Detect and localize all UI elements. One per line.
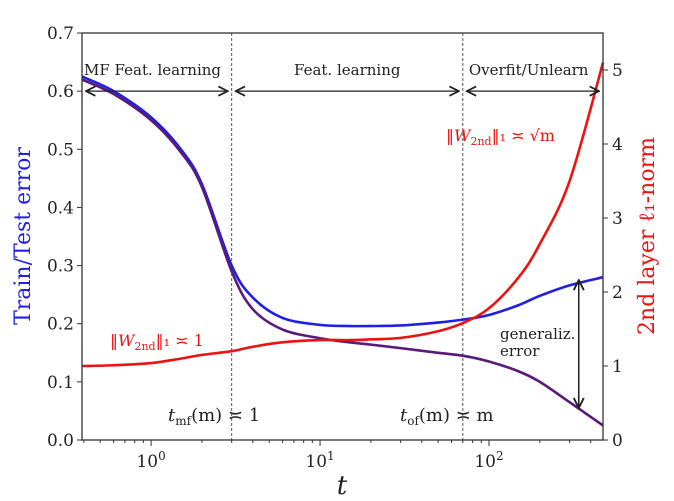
regions-layer: MF Feat. learning Feat. learning Overfit/U… [84,61,599,91]
y-tick-label-right: 5 [612,61,623,81]
y-tick-label-left: 0.7 [47,24,74,44]
series-line-test-error [81,75,604,328]
y-tick-label-left: 0.2 [47,315,74,335]
region-label: Overfit/Unlearn [469,61,589,79]
plot-frame [81,32,604,441]
series-line-train-error [81,78,604,427]
y-tick-label-right: 0 [612,431,623,451]
y-tick-label-right: 3 [612,209,623,229]
annotation-norm-low: ‖W2nd‖₁ ≍ 1 [110,331,204,353]
annotation-generalization-line2: error [500,342,540,360]
region-dividers [231,33,464,440]
y-tick-label-right: 2 [612,283,623,303]
annotation-t-mf: tmf(m) ≍ 1 [168,405,260,428]
series-line-2nd-layer-l1-norm [81,62,605,368]
y-tick-label-left: 0.3 [47,257,74,277]
y-axis-label-left: Train/Test error [11,147,36,325]
y-tick-label-left: 0.5 [47,140,74,160]
y-tick-label-left: 0.1 [47,373,74,393]
y-tick-label-right: 4 [612,135,623,155]
y-axis-label-right: 2nd layer ℓ₁-norm [635,137,660,335]
annotation-norm-high: ‖W2nd‖₁ ≍ √m [446,126,555,148]
series-layer [81,62,605,427]
annotation-generalization-line1: generaliz. [500,325,575,343]
x-tick-label: 100 [136,449,165,472]
x-axis-label: t [337,471,348,501]
y-tick-label-right: 1 [612,357,623,377]
y-tick-label-left: 0.6 [47,82,74,102]
region-label: Feat. learning [294,61,401,79]
region-label: MF Feat. learning [84,61,221,79]
y-tick-label-left: 0.4 [47,198,74,218]
annotation-t-of: tof(m) ≍ m [400,405,494,428]
x-tick-label: 101 [305,449,334,472]
axes-layer: 0.0 0.1 0.2 0.3 0.4 0.5 0.6 0.7 0 1 2 3 4 5 100 101 102 [47,24,623,472]
x-tick-label: 102 [474,449,503,472]
y-tick-label-left: 0.0 [47,431,74,451]
